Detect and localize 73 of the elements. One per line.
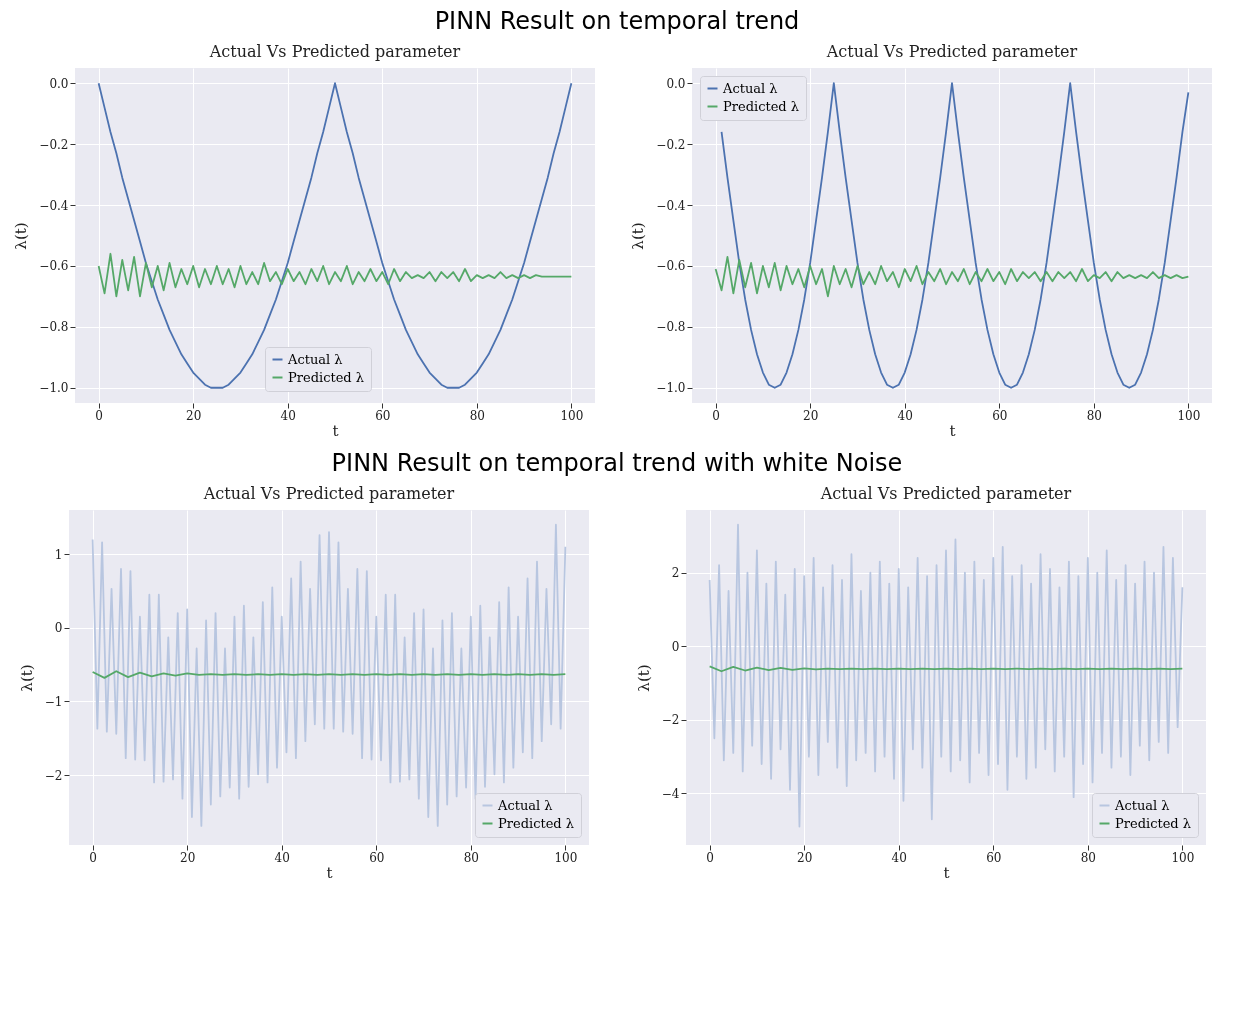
y-tick-label: −4: [661, 786, 680, 801]
legend-label: Actual λ: [1113, 797, 1170, 813]
text: PINN Result on temporal trend: [433, 6, 801, 37]
y-tick-label: 1: [54, 547, 62, 562]
y-tick-label: 0: [671, 639, 679, 654]
x-tick-label: 100: [1176, 408, 1200, 423]
legend-label: Actual λ: [496, 797, 553, 813]
y-tick-label: −2: [661, 713, 679, 728]
legend-label: Predicted λ: [287, 369, 364, 385]
x-tick-label: 0: [705, 850, 714, 865]
line-series: [708, 523, 1183, 828]
line-series: [97, 82, 572, 389]
x-tick-label: 60: [374, 408, 390, 423]
x-tick-label: 0: [94, 408, 103, 423]
x-tick-label: 0: [711, 408, 720, 423]
legend-label: Predicted λ: [722, 98, 799, 114]
chart-title: Actual Vs Predicted parameter: [825, 42, 1078, 61]
x-tick-label: 40: [274, 850, 290, 865]
x-tick-label: 80: [469, 408, 485, 423]
legend-label: Predicted λ: [1114, 815, 1191, 831]
y-tick-label: −2: [44, 768, 62, 783]
line-series: [91, 523, 566, 827]
line-series: [91, 670, 566, 679]
y-tick-label: −1.0: [655, 381, 685, 396]
line-series: [720, 82, 1189, 389]
y-tick-label: −1: [44, 694, 62, 709]
text: PINN Result on temporal trend with white Noise: [330, 448, 904, 479]
y-tick-label: 0: [54, 621, 62, 636]
y-tick-label: −0.8: [655, 320, 685, 335]
line-series: [97, 252, 572, 298]
y-tick-label: −1.0: [38, 381, 68, 396]
x-tick-label: 80: [1080, 850, 1096, 865]
x-tick-label: 40: [891, 850, 907, 865]
y-tick-label: −0.6: [655, 259, 685, 274]
x-tick-label: 40: [280, 408, 296, 423]
y-tick-label: 0.0: [48, 76, 68, 91]
x-tick-label: 0: [88, 850, 97, 865]
y-axis-title: λ(t): [634, 664, 653, 692]
y-axis-title: λ(t): [11, 222, 30, 250]
x-axis-title: t: [942, 863, 950, 882]
x-tick-label: 20: [185, 408, 201, 423]
y-tick-label: −0.4: [655, 198, 686, 213]
y-tick-label: 0.0: [665, 76, 685, 91]
chart-title: Actual Vs Predicted parameter: [202, 484, 455, 503]
x-tick-label: 60: [368, 850, 384, 865]
x-tick-label: 100: [1170, 850, 1194, 865]
legend-label: Actual λ: [286, 351, 343, 367]
x-tick-label: 20: [802, 408, 818, 423]
y-tick-label: −0.2: [655, 137, 685, 152]
x-tick-label: 40: [897, 408, 913, 423]
y-tick-label: −0.8: [38, 320, 68, 335]
y-tick-label: −0.2: [38, 137, 68, 152]
x-tick-label: 100: [553, 850, 577, 865]
x-axis-title: t: [331, 421, 339, 440]
x-tick-label: 20: [796, 850, 812, 865]
legend-label: Actual λ: [721, 80, 778, 96]
y-tick-label: 2: [671, 566, 679, 581]
y-axis-title: λ(t): [628, 222, 647, 250]
x-tick-label: 80: [1086, 408, 1102, 423]
chart-title: Actual Vs Predicted parameter: [819, 484, 1072, 503]
x-tick-label: 100: [559, 408, 583, 423]
y-tick-label: −0.6: [38, 259, 68, 274]
x-axis-title: t: [948, 421, 956, 440]
legend-label: Predicted λ: [497, 815, 574, 831]
chart-title: Actual Vs Predicted parameter: [208, 42, 461, 61]
x-tick-label: 60: [991, 408, 1007, 423]
x-tick-label: 20: [179, 850, 195, 865]
y-axis-title: λ(t): [17, 664, 36, 692]
line-series: [714, 255, 1189, 298]
y-tick-label: −0.4: [38, 198, 69, 213]
x-tick-label: 80: [463, 850, 479, 865]
x-tick-label: 60: [985, 850, 1001, 865]
x-axis-title: t: [325, 863, 333, 882]
